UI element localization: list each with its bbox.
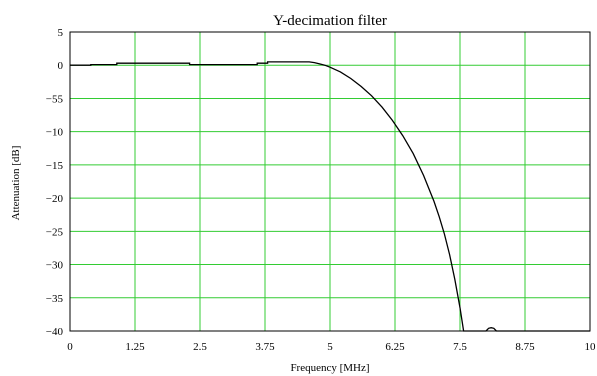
y-tick-label-6: −25: [46, 226, 64, 238]
y-tick-label-1: 0: [58, 60, 64, 72]
y-tick-label-8: −35: [46, 293, 64, 305]
grid: [69, 31, 591, 332]
y-tick-label-0: 5: [58, 27, 64, 39]
y-tick-label-2: −55: [46, 93, 64, 105]
x-tick-label-3: 3.75: [255, 341, 275, 353]
y-tick-label-7: −30: [46, 260, 64, 272]
y-tick-label-9: −40: [46, 326, 64, 338]
x-tick-label-2: 2.5: [193, 341, 207, 353]
y-axis-label: Attenuation [dB]: [10, 146, 22, 221]
y-tick-label-5: −20: [46, 193, 64, 205]
x-tick-labels: 0 1.25 2.5 3.75 5 6.25 7.5 8.75 10: [67, 341, 596, 353]
x-tick-label-8: 10: [585, 341, 597, 353]
x-tick-label-5: 6.25: [385, 341, 405, 353]
x-tick-label-4: 5: [327, 341, 333, 353]
x-tick-label-1: 1.25: [125, 341, 145, 353]
y-tick-labels: 5 0 −55 −10 −15 −20 −25 −30 −35 −40: [46, 27, 64, 338]
chart-title: Y-decimation filter: [273, 13, 387, 29]
y-tick-label-3: −10: [46, 127, 64, 139]
x-tick-label-7: 8.75: [515, 341, 535, 353]
x-tick-label-0: 0: [67, 341, 73, 353]
x-tick-label-6: 7.5: [453, 341, 467, 353]
y-tick-label-4: −15: [46, 160, 64, 172]
x-axis-label: Frequency [MHz]: [290, 362, 369, 374]
plot-frame: [69, 31, 591, 332]
